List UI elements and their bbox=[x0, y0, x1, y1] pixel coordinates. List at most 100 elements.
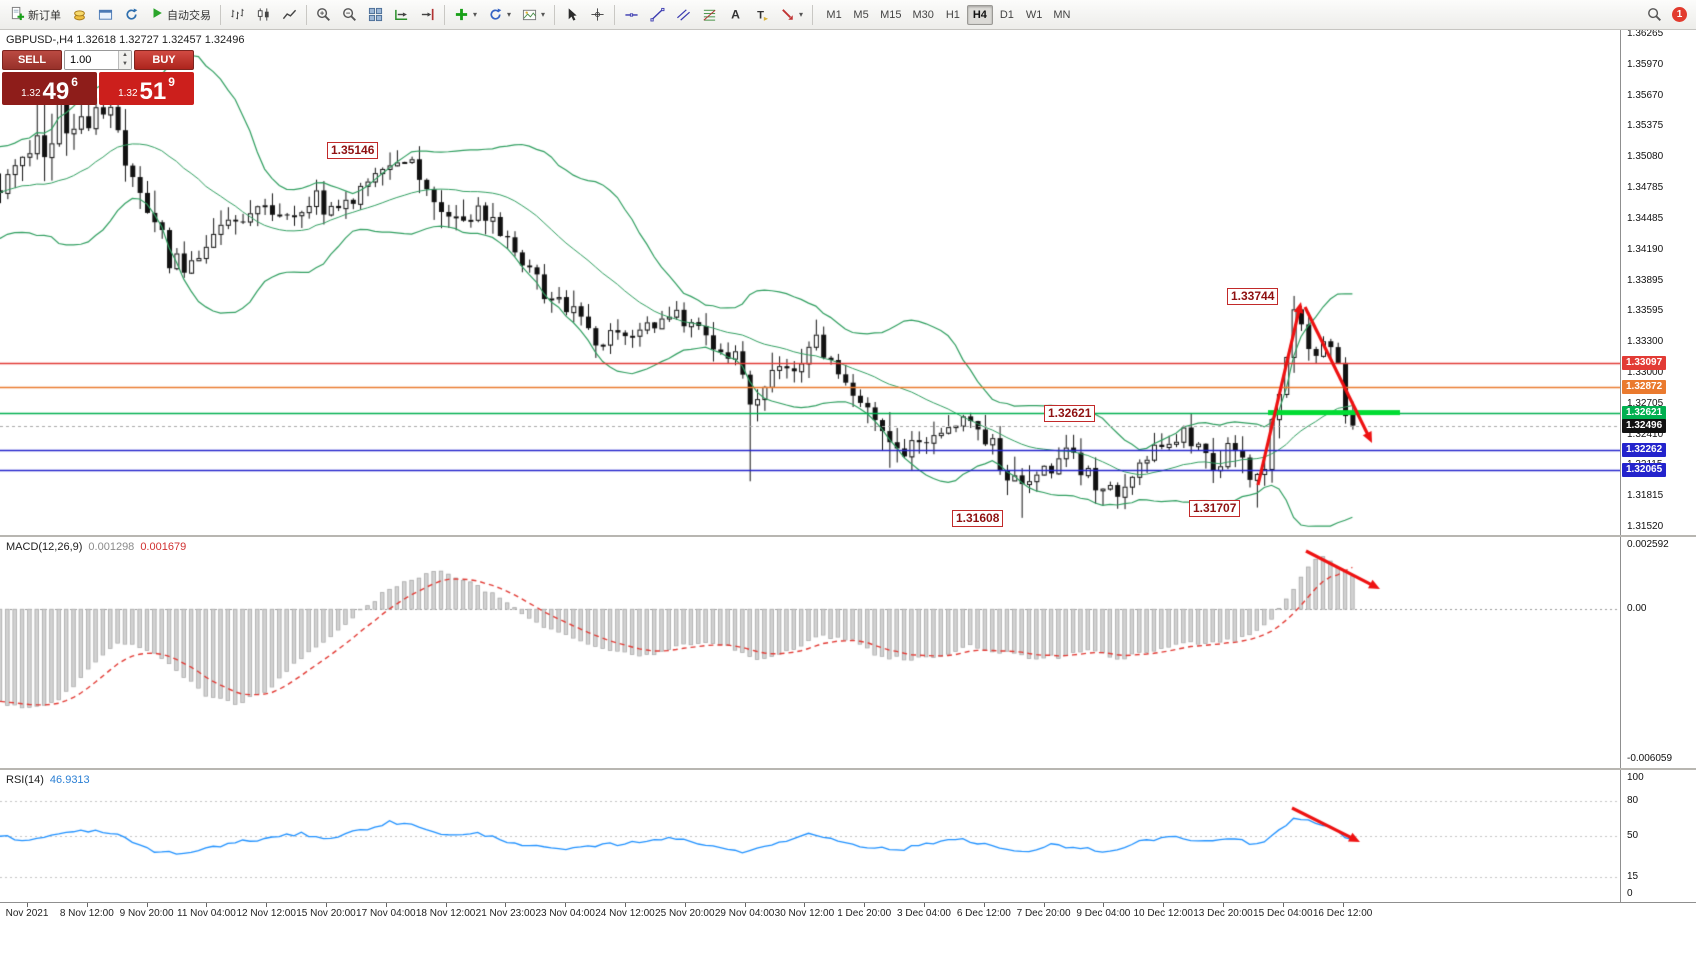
price-tag[interactable]: 1.32065 bbox=[1622, 463, 1667, 478]
timeframe-m15[interactable]: M15 bbox=[880, 8, 902, 21]
timeframe-w1[interactable]: W1 bbox=[1025, 8, 1043, 21]
volume-up-icon[interactable]: ▲ bbox=[119, 51, 131, 60]
new-order-button[interactable]: 新订单 bbox=[5, 4, 66, 26]
price-callout[interactable]: 1.31707 bbox=[1189, 499, 1241, 517]
time-tick bbox=[445, 903, 447, 907]
rsi-canvas[interactable] bbox=[0, 770, 1620, 902]
time-label: 10 Dec 12:00 bbox=[1133, 908, 1193, 919]
price-tag[interactable]: 1.33097 bbox=[1622, 356, 1667, 371]
sell-price-panel[interactable]: 1.32 49 6 bbox=[2, 72, 97, 105]
time-label: 1 Dec 20:00 bbox=[837, 908, 892, 919]
timeframe-h4[interactable]: H4 bbox=[966, 4, 993, 25]
volume-input[interactable] bbox=[65, 51, 118, 69]
time-label: 24 Nov 12:00 bbox=[595, 908, 655, 919]
volume-down-icon[interactable]: ▼ bbox=[119, 60, 131, 69]
rsi-value: 46.9313 bbox=[49, 774, 90, 786]
price-tick: 1.34190 bbox=[1627, 243, 1664, 255]
timeframe-mn[interactable]: MN bbox=[1053, 8, 1071, 21]
volume-stepper[interactable]: ▲ ▼ bbox=[118, 51, 131, 69]
auto-scroll-icon[interactable] bbox=[389, 4, 414, 26]
zoom-out-icon[interactable] bbox=[337, 4, 362, 26]
price-tag[interactable]: 1.32496 bbox=[1622, 418, 1667, 433]
time-label: 6 Dec 12:00 bbox=[956, 908, 1011, 919]
timeframe-m5[interactable]: M5 bbox=[853, 8, 869, 21]
price-callout[interactable]: 1.33744 bbox=[1227, 287, 1279, 305]
time-label: 3 Dec 04:00 bbox=[897, 908, 951, 919]
refresh-icon[interactable] bbox=[119, 4, 144, 26]
price-tag[interactable]: 1.32262 bbox=[1622, 442, 1667, 457]
time-tick bbox=[27, 903, 28, 907]
crosshair-icon[interactable] bbox=[585, 4, 610, 26]
text-icon[interactable]: A bbox=[723, 4, 748, 26]
timeframe-h1[interactable]: H1 bbox=[945, 8, 960, 21]
price-callout[interactable]: 1.32621 bbox=[1044, 404, 1096, 422]
rsi-scale-tick: 0 bbox=[1627, 888, 1633, 899]
time-tick bbox=[744, 903, 746, 907]
time-tick bbox=[864, 903, 866, 907]
timeframe-m30[interactable]: M30 bbox=[912, 8, 934, 21]
price-callout[interactable]: 1.35146 bbox=[327, 142, 379, 160]
cursor-icon[interactable] bbox=[559, 4, 584, 26]
price-tick: 1.34485 bbox=[1627, 212, 1664, 224]
zoom-in-icon[interactable] bbox=[311, 4, 336, 26]
buy-button[interactable]: BUY bbox=[134, 50, 194, 70]
macd-main-value: 0.001298 bbox=[88, 541, 135, 553]
time-label: 23 Nov 04:00 bbox=[535, 908, 595, 919]
horizontal-line-icon[interactable] bbox=[619, 4, 644, 26]
macd-signal-value: 0.001679 bbox=[140, 541, 187, 553]
main-chart-canvas[interactable] bbox=[0, 30, 1620, 535]
trendline-icon[interactable] bbox=[645, 4, 670, 26]
time-label: 9 Dec 04:00 bbox=[1076, 908, 1131, 919]
line-chart-icon[interactable] bbox=[277, 4, 302, 26]
time-tick bbox=[1043, 903, 1045, 907]
panel-splitter[interactable] bbox=[0, 535, 1696, 537]
chart-window-icon[interactable] bbox=[93, 4, 118, 26]
main-chart-overlay: 1.35146 1.33744 1.32621 1.31608 1.31707 bbox=[0, 30, 1620, 535]
buy-price-pip: 9 bbox=[168, 75, 175, 89]
time-tick bbox=[505, 903, 507, 907]
time-label: 12 Nov 12:00 bbox=[236, 908, 296, 919]
buy-price-panel[interactable]: 1.32 51 9 bbox=[99, 72, 194, 105]
panel-splitter[interactable] bbox=[0, 768, 1696, 770]
add-indicator-icon[interactable]: ▾ bbox=[455, 8, 478, 21]
new-order-icon bbox=[10, 6, 25, 24]
fibonacci-icon[interactable] bbox=[697, 4, 722, 26]
bar-chart-icon[interactable] bbox=[225, 4, 250, 26]
arrows-tool-icon[interactable]: ▾ bbox=[775, 4, 808, 26]
toolbar-separator bbox=[220, 4, 221, 25]
text-label-icon[interactable]: T bbox=[749, 4, 774, 26]
price-tick: 1.33895 bbox=[1627, 274, 1664, 286]
snapshot-icon[interactable]: ▾ bbox=[517, 4, 550, 26]
search-icon[interactable] bbox=[1642, 4, 1667, 26]
notification-badge[interactable]: 1 bbox=[1672, 7, 1687, 22]
sell-price-pip: 6 bbox=[71, 75, 78, 89]
time-label: 18 Nov 12:00 bbox=[415, 908, 476, 919]
time-tick bbox=[326, 903, 327, 907]
macd-canvas[interactable] bbox=[0, 537, 1620, 768]
timeframe-d1[interactable]: D1 bbox=[999, 8, 1014, 21]
tile-windows-icon[interactable] bbox=[363, 4, 388, 26]
timeframe-m1[interactable]: M1 bbox=[826, 8, 842, 21]
buy-price-big: 51 bbox=[139, 77, 167, 105]
price-tag[interactable]: 1.32872 bbox=[1622, 379, 1667, 394]
equidistant-channel-icon[interactable] bbox=[671, 4, 696, 26]
price-scale[interactable]: 1.36265 1.35970 1.35670 1.35375 1.35080 1.347… bbox=[1620, 28, 1696, 902]
autotrade-icon bbox=[150, 6, 164, 23]
price-tag[interactable]: 1.32621 bbox=[1622, 405, 1667, 420]
time-tick bbox=[565, 903, 567, 907]
rsi-label: RSI(14) 46.9313 bbox=[6, 774, 90, 786]
chart-shift-icon[interactable] bbox=[415, 4, 440, 26]
price-callout[interactable]: 1.31608 bbox=[952, 509, 1004, 527]
sell-button[interactable]: SELL bbox=[2, 50, 62, 70]
volume-field[interactable]: ▲▼ bbox=[64, 50, 132, 70]
candlestick-chart-icon[interactable] bbox=[251, 4, 276, 26]
profiles-icon[interactable]: ▾ bbox=[483, 4, 516, 26]
timeframe-toolbar: M1 M5 M15 M30 H1 H4 D1 W1 MN bbox=[821, 4, 1075, 25]
time-label: 17 Nov 04:00 bbox=[356, 908, 416, 919]
autotrade-button[interactable]: 自动交易 bbox=[145, 4, 216, 26]
time-axis[interactable]: Nov 2021 8 Nov 12:00 9 Nov 20:00 11 Nov 04:… bbox=[0, 902, 1696, 953]
indicators-icon[interactable] bbox=[67, 4, 92, 26]
time-label: Nov 2021 bbox=[5, 908, 49, 919]
time-tick bbox=[983, 903, 985, 907]
